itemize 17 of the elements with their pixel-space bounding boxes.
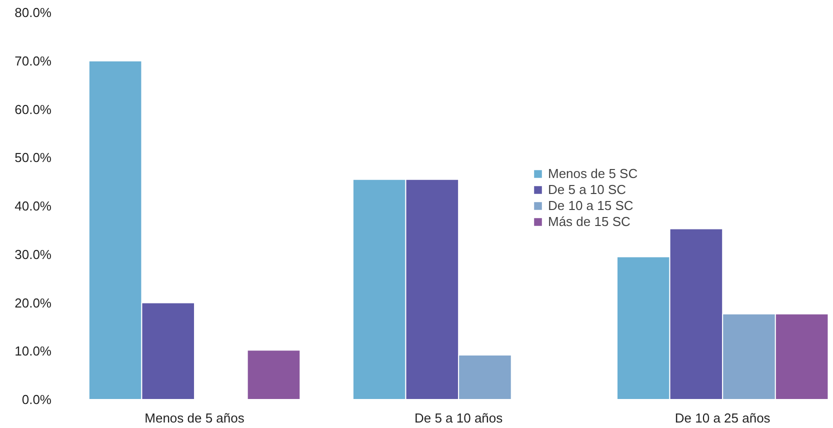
legend-label: Menos de 5 SC — [548, 166, 638, 181]
bar — [246, 350, 301, 400]
y-tick-label: 10.0% — [14, 344, 52, 359]
y-tick-label: 70.0% — [14, 53, 52, 68]
y-tick-label: 30.0% — [14, 246, 52, 262]
y-tick-label: 0.0% — [22, 392, 52, 407]
x-tick-label: Menos de 5 años — [144, 410, 245, 426]
legend-label: De 5 a 10 SC — [548, 182, 626, 197]
legend-label: De 10 a 15 SC — [548, 198, 634, 213]
y-tick-label: 60.0% — [14, 102, 52, 117]
x-tick-label: De 5 a 10 años — [414, 410, 504, 426]
x-tick-label: De 10 a 25 años — [674, 410, 771, 426]
y-tick-label: 80.0% — [14, 5, 52, 20]
legend-label: Más de 15 SC — [548, 214, 630, 229]
y-tick-label: 20.0% — [14, 295, 52, 310]
y-tick-label: 50.0% — [14, 150, 52, 166]
y-tick-label: 40.0% — [14, 198, 52, 214]
